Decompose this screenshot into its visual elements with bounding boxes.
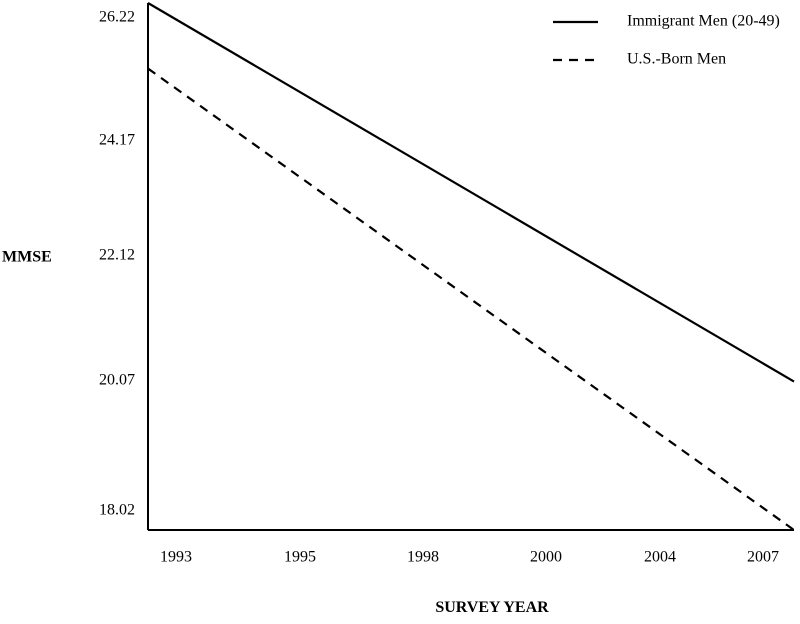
series-line-1 bbox=[147, 2, 795, 383]
y-tick-label: 18.02 bbox=[99, 502, 135, 519]
legend-label: U.S.-Born Men bbox=[627, 51, 726, 68]
x-tick-label: 2007 bbox=[747, 549, 779, 566]
x-tick-label: 1993 bbox=[160, 549, 192, 566]
series-lines bbox=[147, 2, 795, 531]
legend: Immigrant Men (20-49) U.S.-Born Men bbox=[553, 13, 780, 68]
x-axis-title: SURVEY YEAR bbox=[435, 599, 549, 616]
x-tick-label: 1998 bbox=[407, 549, 439, 566]
y-tick-label: 26.22 bbox=[99, 9, 135, 26]
legend-label: Immigrant Men (20-49) bbox=[627, 13, 780, 30]
y-tick-label: 22.12 bbox=[99, 247, 135, 264]
y-tick-label: 20.07 bbox=[99, 372, 135, 389]
y-tick-labels: 26.22 24.17 22.12 20.07 18.02 bbox=[99, 9, 135, 519]
x-tick-label: 2004 bbox=[644, 549, 676, 566]
y-axis-title: MMSE bbox=[2, 249, 52, 266]
series-line-2 bbox=[147, 67, 795, 531]
y-tick-label: 24.17 bbox=[99, 132, 135, 149]
x-tick-label: 2000 bbox=[530, 549, 562, 566]
x-tick-labels: 1993 1995 1998 2000 2004 2007 bbox=[160, 549, 779, 566]
x-tick-label: 1995 bbox=[284, 549, 316, 566]
